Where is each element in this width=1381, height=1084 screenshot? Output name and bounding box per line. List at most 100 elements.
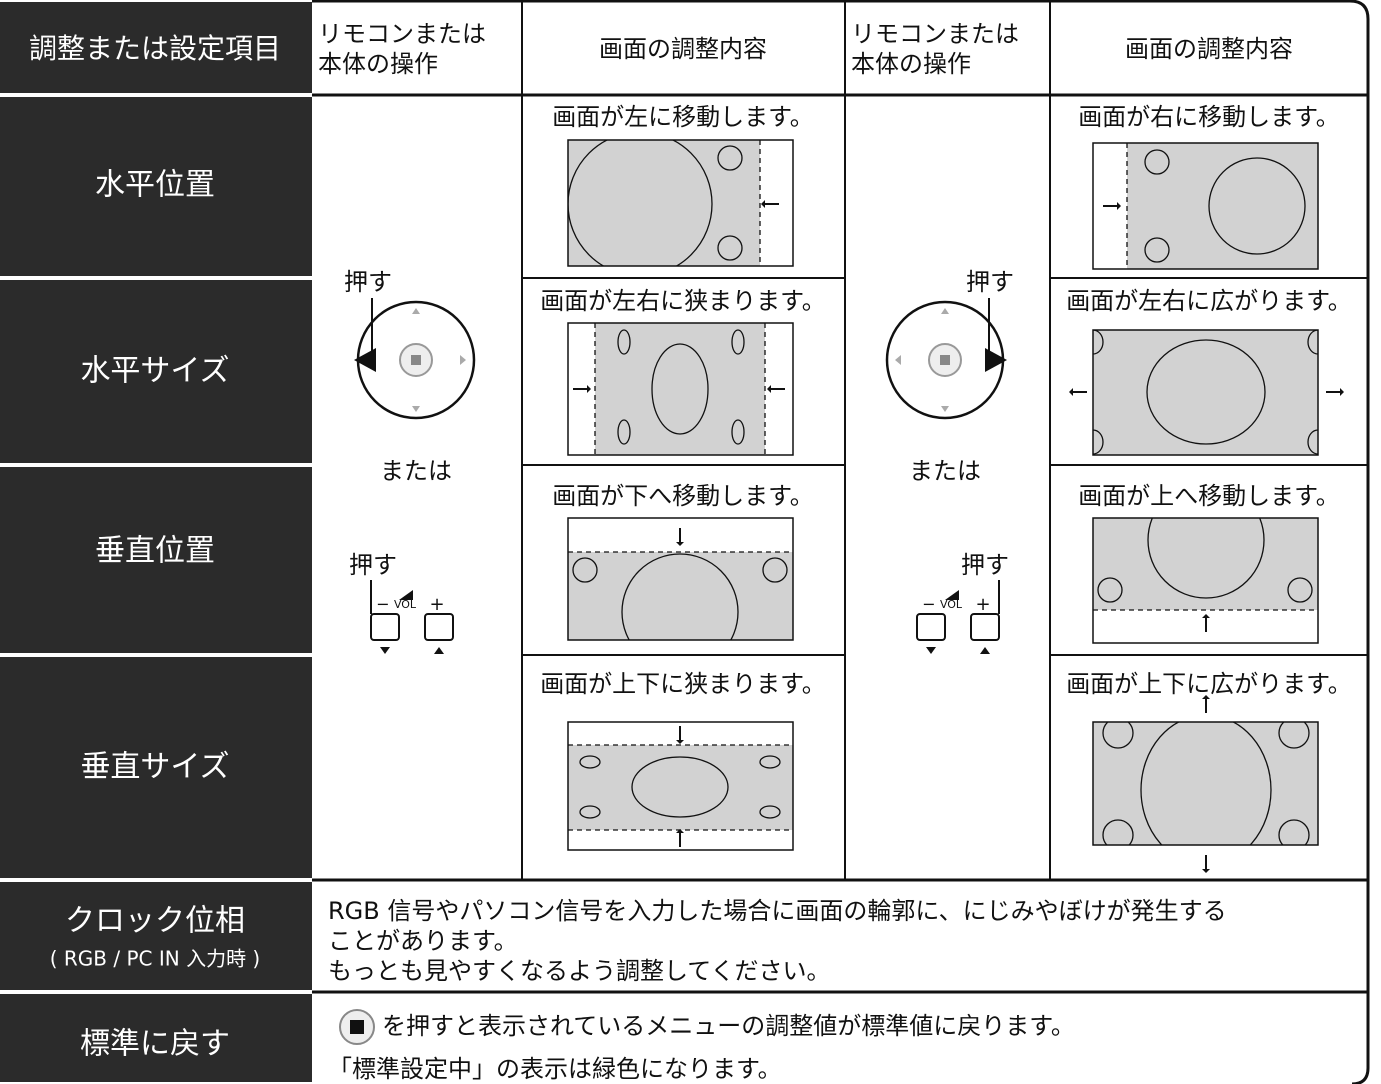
row-label: 標準に戻す	[80, 1027, 230, 1062]
tri	[434, 647, 444, 654]
screen-diagram	[568, 551, 793, 640]
shape	[717, 145, 743, 171]
screen-area	[568, 552, 793, 640]
shape	[1208, 157, 1306, 255]
caption: 画面が上へ移動します。	[1078, 482, 1340, 510]
shape	[568, 140, 713, 266]
shape	[1146, 339, 1266, 445]
shape	[579, 755, 601, 769]
arrow-head	[767, 385, 771, 393]
shape	[1102, 722, 1134, 749]
shape	[631, 756, 729, 818]
header-cell: 本体の操作	[318, 50, 438, 78]
screen-diagram	[1093, 518, 1318, 611]
shape	[1287, 577, 1313, 603]
press-label: 押す	[966, 268, 1014, 296]
screen-diagram	[568, 140, 761, 266]
shape	[759, 755, 781, 769]
shape	[1144, 149, 1170, 175]
body-text: ことがあります。	[328, 927, 518, 955]
shape	[1278, 722, 1310, 749]
caption: 画面が上下に広がります。	[1066, 670, 1352, 698]
screen-outline	[567, 517, 794, 641]
vol-plus: +	[975, 594, 990, 615]
body-text: RGB 信号やパソコン信号を入力した場合に画面の輪郭に、にじみやぼけが発生する	[328, 897, 1227, 925]
shape	[572, 557, 598, 583]
shape	[1097, 577, 1123, 603]
tri	[941, 308, 949, 314]
header-cell: 画面の調整内容	[1125, 35, 1293, 63]
vol-button	[424, 613, 454, 641]
vol-button	[370, 613, 400, 641]
caption: 画面が上下に狭まります。	[540, 670, 826, 698]
arrow-head	[587, 385, 591, 393]
screen-area	[568, 745, 793, 830]
press-label: 押す	[344, 268, 392, 296]
shape	[1140, 722, 1272, 845]
screen-area	[1093, 330, 1318, 455]
tri	[941, 406, 949, 412]
header-cell: リモコンまたは	[851, 20, 1019, 48]
arrow-head	[1340, 388, 1344, 396]
shape	[762, 557, 788, 583]
shape	[617, 329, 631, 355]
screen-diagram	[568, 744, 793, 831]
row-label: 垂直サイズ	[80, 750, 229, 785]
vol-minus: −	[922, 595, 935, 614]
arrow-head	[1117, 202, 1121, 210]
press-label: 押す	[961, 551, 1009, 579]
caption: 画面が左に移動します。	[552, 103, 814, 131]
vol-ramp	[399, 590, 413, 600]
header-cell: 画面の調整内容	[599, 35, 767, 63]
button-square	[350, 1020, 364, 1034]
shape	[1278, 819, 1310, 845]
label-cell	[0, 97, 312, 276]
row-label: 水平位置	[95, 168, 215, 203]
vol-label: VOL	[940, 598, 963, 611]
label-cell	[0, 467, 312, 653]
header-cell: 本体の操作	[851, 50, 971, 78]
remote-square	[940, 355, 950, 365]
shape	[579, 805, 601, 819]
remote-square	[411, 355, 421, 365]
caption: 画面が左右に広がります。	[1066, 287, 1352, 315]
shape	[717, 235, 743, 261]
shape	[731, 329, 745, 355]
arrow-head	[1069, 388, 1073, 396]
screen-diagram	[594, 323, 766, 455]
screen-outline	[567, 139, 794, 267]
shape	[1144, 237, 1170, 263]
screen-outline	[567, 322, 794, 456]
arrow-head	[1202, 869, 1210, 873]
label-cell	[0, 994, 312, 1082]
shape	[759, 805, 781, 819]
vol-minus: −	[376, 595, 389, 614]
tri	[412, 406, 420, 412]
screen-outline	[1092, 329, 1319, 456]
screen-outline	[1092, 721, 1319, 846]
push-arrow	[354, 348, 376, 372]
screen-area	[1127, 143, 1318, 269]
shape	[617, 419, 631, 445]
push-arrow	[985, 348, 1007, 372]
caption: 画面が左右に狭まります。	[540, 287, 826, 315]
tri	[926, 647, 936, 654]
tri	[980, 647, 990, 654]
header-cell: 調整または設定項目	[29, 32, 281, 65]
tri	[895, 355, 901, 365]
shape	[1093, 429, 1104, 455]
tri	[412, 308, 420, 314]
screen-outline	[567, 721, 794, 851]
shape	[1147, 518, 1265, 599]
body-text: 「標準設定中」の表示は緑色になります。	[328, 1055, 782, 1083]
arrow-head	[676, 829, 684, 833]
row-label: 水平サイズ	[80, 354, 229, 389]
arrow-head	[1202, 695, 1210, 699]
shape	[1102, 819, 1134, 845]
arrow-head	[676, 740, 684, 744]
vol-label: VOL	[394, 598, 417, 611]
or-label: または	[909, 457, 981, 485]
body-text: もっとも見やすくなるよう調整してください。	[328, 957, 831, 985]
